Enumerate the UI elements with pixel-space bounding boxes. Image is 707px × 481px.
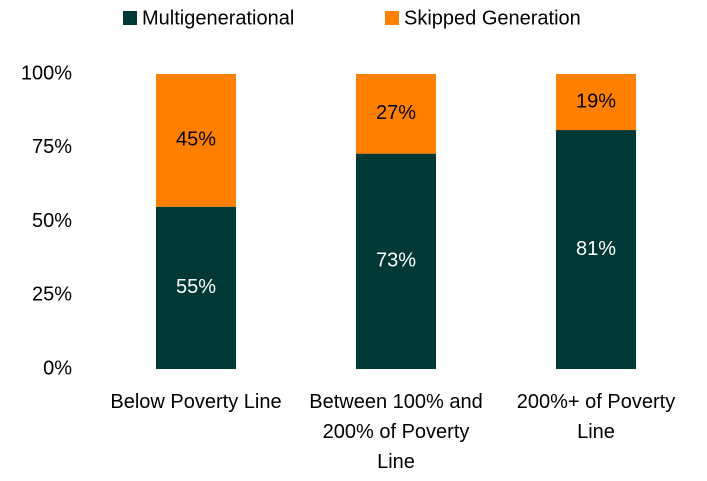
legend-label: Multigenerational: [142, 7, 294, 29]
value-label: 55%: [176, 276, 216, 298]
value-label: 27%: [376, 102, 416, 124]
value-label: 45%: [176, 129, 216, 151]
legend-swatch: [385, 11, 399, 25]
value-label: 19%: [576, 90, 616, 112]
y-tick-label: 25%: [32, 284, 72, 306]
y-tick-label: 0%: [43, 357, 72, 379]
x-tick-label: Below Poverty Line: [110, 391, 282, 413]
value-label: 81%: [576, 238, 616, 260]
bar-segment: [556, 130, 636, 369]
x-tick-label: Between 100% and 200% of Poverty Line: [309, 391, 483, 473]
bar-segment: [356, 74, 436, 154]
bar-segment: [156, 206, 236, 369]
y-tick-label: 50%: [32, 210, 72, 232]
value-label: 73%: [376, 250, 416, 272]
y-tick-label: 100%: [21, 62, 72, 84]
legend-label: Skipped Generation: [404, 7, 581, 29]
y-tick-label: 75%: [32, 136, 72, 158]
bar-segment: [156, 74, 236, 207]
bar-segment: [356, 153, 436, 369]
legend-swatch: [123, 11, 137, 25]
x-tick-label: 200%+ of Poverty Line: [516, 391, 676, 443]
bar-segment: [556, 74, 636, 131]
